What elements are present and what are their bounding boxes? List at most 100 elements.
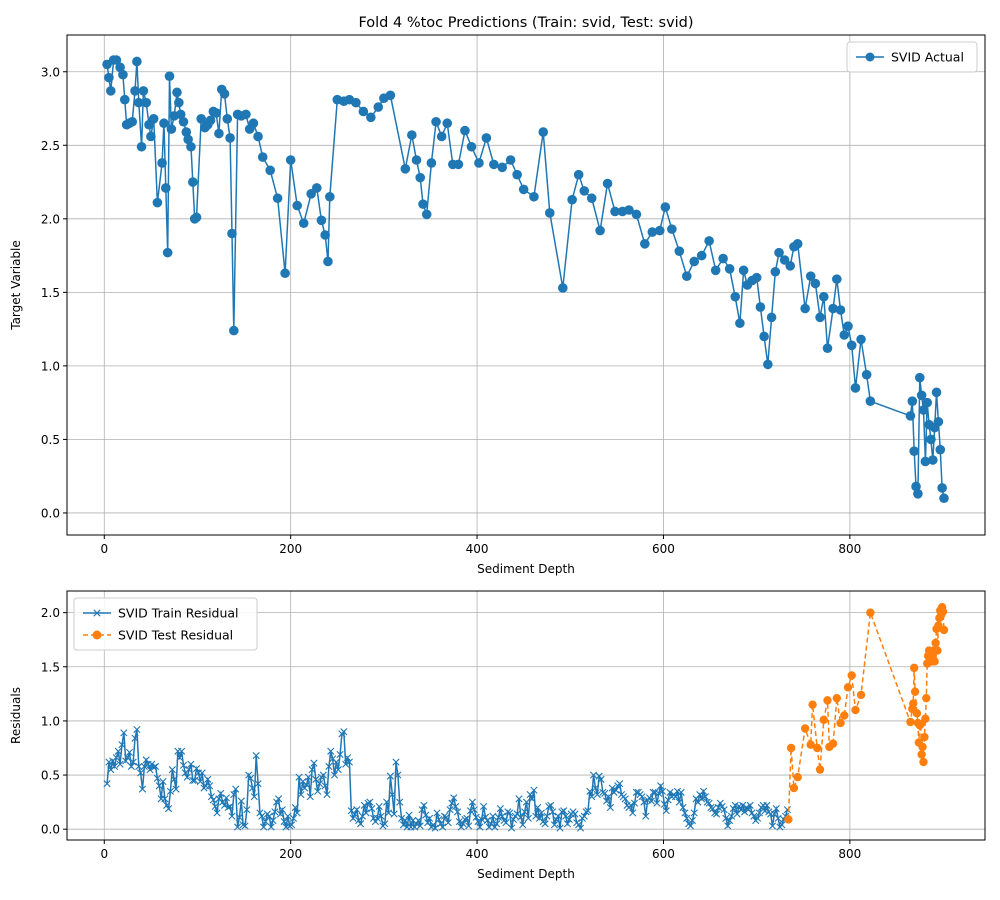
residual-plot-data-point [325, 762, 333, 770]
residual-plot-data-point [397, 814, 406, 822]
residual-plot-data-point [630, 799, 639, 807]
residual-plot-data-point [334, 766, 342, 774]
actual-plot-data-point [136, 141, 147, 152]
actual-plot-data-point [481, 133, 492, 143]
residual-plot-data-point [140, 762, 148, 770]
residual-plot-data-point [591, 784, 600, 792]
residual-plot-data-point [131, 734, 139, 742]
residual-plot-data-point [851, 705, 860, 715]
actual-plot-data-point [735, 318, 745, 329]
actual-plot-data-point [132, 56, 142, 67]
actual-plot-data-point [285, 155, 296, 165]
residual-plot-frame [66, 590, 986, 841]
actual-plot-legend-label: SVID Actual [891, 50, 964, 65]
residual-plot-data-point [480, 802, 488, 811]
residual-plot-data-point [655, 789, 663, 798]
residual-plot-data-point [931, 638, 940, 648]
residual-plot-data-point [377, 812, 385, 820]
actual-plot-data-point [529, 191, 539, 202]
actual-plot-data-point [466, 141, 477, 152]
actual-plot-data-point [127, 116, 138, 127]
actual-plot-y-tick-label: 1.0 [41, 359, 60, 373]
residual-plot-data-point [521, 808, 529, 816]
actual-plot-data-point [846, 340, 857, 351]
residual-plot-data-point [256, 809, 264, 817]
residual-plot-data-point [548, 808, 557, 816]
residual-plot-data-point [239, 821, 247, 829]
residual-plot-data-point [463, 814, 471, 822]
residual-plot-data-point [866, 608, 875, 617]
residual-plot-data-point [420, 801, 428, 809]
actual-plot-data-point [351, 97, 361, 108]
residual-plot-data-point [114, 747, 122, 755]
residual-plot-data-point [323, 790, 331, 799]
residual-plot-data-point [342, 760, 350, 768]
actual-plot-data-point [538, 127, 549, 137]
residual-plot-ticks: 0 200 400 600 800 0.0 0.5 1.0 1.5 2.0 [41, 606, 861, 861]
actual-plot-data-point [181, 127, 192, 137]
actual-plot-x-axis-label: Sediment Depth [477, 562, 575, 576]
residual-plot-data-point [224, 803, 232, 812]
actual-plot-data-point [913, 489, 923, 499]
actual-plot-y-tick-label: 0.0 [41, 506, 60, 520]
residual-plot-data-point [457, 823, 465, 831]
residual-plot-data-point [345, 758, 353, 766]
residual-plot-data-point [528, 795, 536, 803]
residual-plot-data-point [392, 758, 400, 766]
residual-plot-data-point [739, 801, 747, 809]
actual-plot-data-point [175, 109, 186, 120]
residual-plot-data-point [233, 823, 242, 831]
residual-plot-data-point [550, 821, 559, 829]
residual-plot-data-point [920, 732, 929, 742]
residual-plot-data-point [388, 790, 396, 799]
actual-plot-data-point [453, 159, 464, 170]
residual-plot-data-point [286, 822, 294, 830]
actual-plot-y-tick-label: 1.5 [41, 286, 60, 300]
residual-plot-data-point [274, 795, 283, 803]
residual-plot-data-point [310, 759, 318, 767]
residual-plot-data-point [498, 812, 506, 820]
residual-plot-data-point [396, 798, 404, 806]
residual-plot-data-point [315, 780, 324, 788]
actual-plot-data-point [911, 481, 921, 492]
actual-plot-data-point [106, 86, 116, 96]
actual-plot-data-point [654, 225, 665, 236]
actual-plot-data-point [586, 193, 597, 204]
residual-plot-data-point [146, 766, 154, 774]
residual-plot-data-point [491, 823, 499, 831]
residual-plot-data-point [847, 671, 856, 680]
actual-plot-data-point [400, 164, 411, 174]
residual-plot-data-point [909, 663, 919, 673]
actual-plot-x-tick-label: 200 [279, 542, 302, 556]
residual-plot-data-point [217, 789, 225, 798]
residual-plot-data-point [642, 812, 650, 820]
residual-plot-x-tick-label: 0 [100, 847, 108, 861]
residual-plot-y-tick-label: 2.0 [41, 606, 60, 620]
residual-plot-data-point [304, 773, 312, 781]
residual-plot-data-point [515, 795, 523, 803]
residual-plot-data-point [416, 822, 424, 830]
residual-plot-data-point [709, 805, 717, 813]
actual-plot-data-point [907, 396, 918, 406]
residual-plot-data-point [386, 772, 394, 780]
residual-plot-data-point [429, 821, 437, 829]
residual-plot-data-point [919, 757, 928, 767]
actual-plot-data-point [647, 227, 658, 237]
residual-plot-data-point [465, 822, 473, 830]
residual-plot-data-point [127, 762, 135, 770]
residual-plot-data-point [603, 797, 611, 805]
residual-plot-x-tick-label: 200 [279, 847, 302, 861]
residual-plot-data-point [556, 824, 564, 832]
actual-plot-data-point [148, 114, 159, 124]
residual-plot-data-point [606, 803, 614, 812]
residual-plot-data-point [565, 815, 573, 824]
actual-plot-gridlines [67, 35, 985, 535]
residual-plot-data-point [793, 773, 802, 782]
residual-plot-data-point [534, 803, 542, 812]
residual-plot-data-point [778, 821, 786, 829]
residual-plot-data-point [371, 818, 380, 826]
residual-plot-data-point [930, 657, 939, 666]
residual-plot-data-point [599, 788, 607, 796]
residual-plot-data-point [541, 820, 549, 828]
